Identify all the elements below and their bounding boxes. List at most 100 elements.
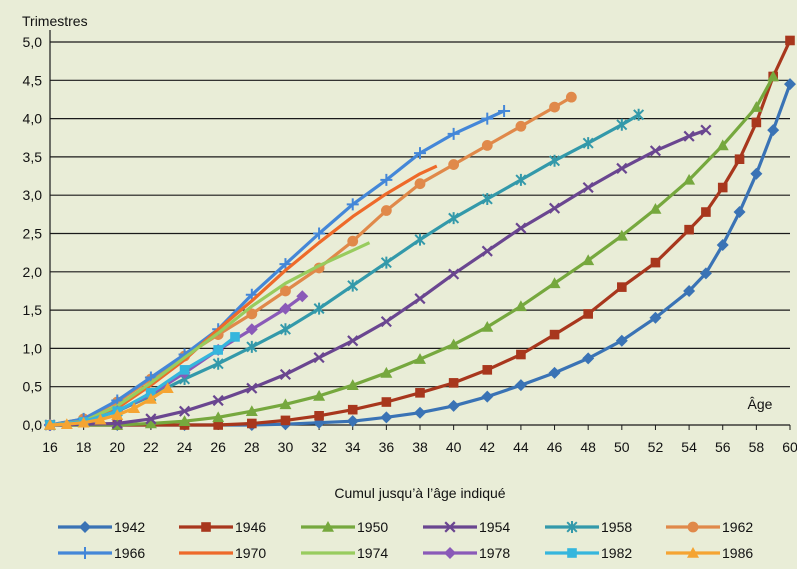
legend: 1942 1946 1950 1954 1958 1962 1966 1970 1974 1978… <box>58 519 753 561</box>
data-point-1986 <box>94 413 107 425</box>
data-point-1954 <box>111 417 123 430</box>
data-point-1962 <box>481 140 493 151</box>
legend-item-1958: 1958 <box>545 519 632 535</box>
legend-marker <box>566 521 578 533</box>
legend-label: 1970 <box>235 545 266 561</box>
data-point-1986 <box>77 416 90 428</box>
data-point-1982 <box>179 365 190 375</box>
data-point-1954 <box>145 413 157 425</box>
legend-item-1986: 1986 <box>666 545 753 561</box>
data-point-1958 <box>582 137 594 150</box>
data-point-1986 <box>161 382 174 394</box>
legend-item-1978: 1978 <box>423 545 510 561</box>
data-point-1958 <box>279 323 291 336</box>
data-point-1946 <box>415 388 425 398</box>
data-point-1946 <box>734 154 745 164</box>
data-point-1950 <box>767 70 780 82</box>
data-point-1950 <box>548 277 561 289</box>
data-point-1942 <box>784 78 796 91</box>
x-tick-label: 60 <box>782 439 797 455</box>
data-point-1954 <box>582 181 594 194</box>
data-point-1942 <box>733 206 746 219</box>
y-tick-label: 3,5 <box>23 149 43 165</box>
data-point-1966 <box>498 104 511 117</box>
data-point-1954 <box>279 368 292 381</box>
legend-marker <box>79 547 91 559</box>
legend-item-1946: 1946 <box>179 519 266 535</box>
data-point-1950 <box>481 320 494 332</box>
data-point-1946 <box>701 207 711 217</box>
legend-label: 1966 <box>114 545 145 561</box>
legend-item-1966: 1966 <box>58 545 145 561</box>
series-line-1974 <box>49 241 371 427</box>
data-point-1982 <box>213 345 223 355</box>
legend-label: 1954 <box>479 519 510 535</box>
data-point-1958 <box>347 279 359 292</box>
data-point-1966 <box>414 147 426 160</box>
data-point-1950 <box>649 202 662 214</box>
series-1946 <box>45 35 795 430</box>
data-point-1958 <box>549 154 561 167</box>
data-point-1954 <box>649 145 662 157</box>
data-point-1942 <box>615 334 628 347</box>
data-point-1942 <box>750 167 763 180</box>
legend-marker <box>444 547 456 559</box>
series-1974 <box>49 241 371 427</box>
data-point-1950 <box>178 415 191 426</box>
data-point-1942 <box>582 352 595 365</box>
data-point-1982 <box>230 332 240 342</box>
data-point-1986 <box>44 419 56 430</box>
y-tick-label: 0,0 <box>23 417 43 433</box>
x-tick-label: 34 <box>345 439 361 455</box>
data-point-1986 <box>60 418 73 430</box>
data-point-1966 <box>481 112 494 125</box>
data-point-1950 <box>615 229 628 241</box>
data-point-1946 <box>583 309 593 319</box>
data-point-1966 <box>279 258 292 271</box>
data-point-1986 <box>111 409 124 420</box>
legend-marker <box>687 521 699 533</box>
data-point-1950 <box>245 405 258 417</box>
data-point-1942 <box>716 238 729 251</box>
data-point-1946 <box>448 378 459 388</box>
y-tick-label: 5,0 <box>23 34 43 50</box>
data-point-1966 <box>447 127 460 140</box>
data-point-1942 <box>514 379 527 392</box>
data-point-1954 <box>700 124 712 136</box>
data-point-1946 <box>516 349 526 360</box>
series-1966 <box>44 104 511 431</box>
data-point-1942 <box>414 406 426 419</box>
data-point-1954 <box>414 293 426 305</box>
data-point-1958 <box>481 193 493 206</box>
data-point-1954 <box>313 352 325 364</box>
y-axis-label: Trimestres <box>22 13 88 29</box>
data-point-1942 <box>649 311 662 324</box>
data-point-1962 <box>280 285 291 297</box>
data-point-1962 <box>515 120 527 132</box>
legend-item-1982: 1982 <box>545 545 632 561</box>
data-point-1962 <box>380 205 392 216</box>
x-tick-label: 38 <box>412 439 428 455</box>
legend-marker <box>322 521 334 532</box>
legend-item-1970: 1970 <box>179 545 266 561</box>
data-point-1950 <box>750 101 763 112</box>
data-point-1986 <box>144 392 157 404</box>
y-tick-label: 1,0 <box>23 340 43 356</box>
data-point-1958 <box>246 340 258 353</box>
x-tick-label: 58 <box>749 439 765 455</box>
data-point-1946 <box>549 329 560 340</box>
series-line-1962 <box>49 95 573 427</box>
series-line-1954 <box>49 128 707 427</box>
legend-item-1950: 1950 <box>301 519 388 535</box>
x-tick-label: 42 <box>479 439 495 455</box>
x-axis-label: Cumul jusqu’à l’âge indiqué <box>334 485 505 501</box>
data-point-1978 <box>296 290 309 303</box>
legend-marker <box>79 521 91 533</box>
data-point-1942 <box>699 267 712 280</box>
data-point-1942 <box>548 366 561 379</box>
data-point-1958 <box>380 256 392 269</box>
x-tick-label: 22 <box>143 439 159 455</box>
series-1954 <box>44 124 712 431</box>
data-point-1946 <box>247 418 257 429</box>
